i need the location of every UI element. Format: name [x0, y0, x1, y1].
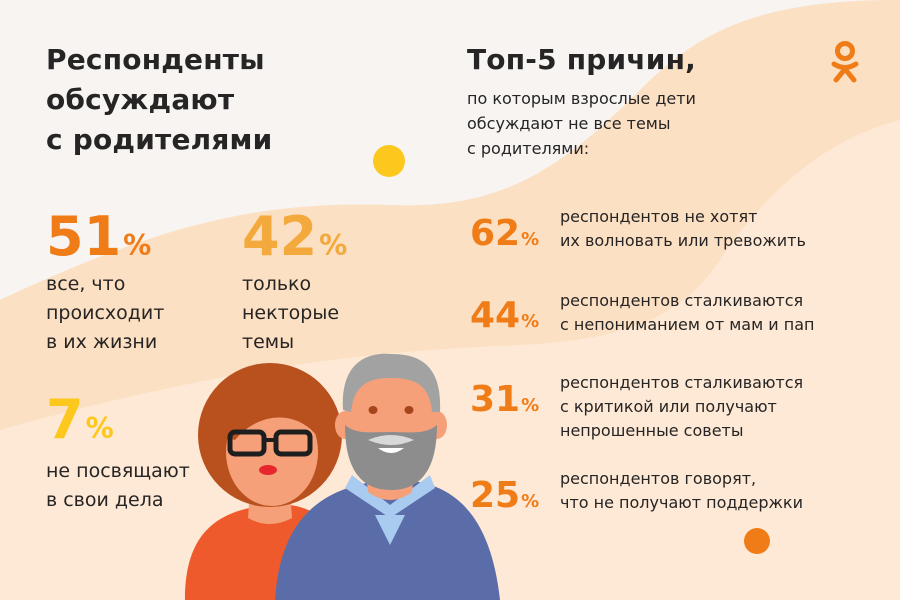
reason-44-text: респондентов сталкиваются с непониманием… — [560, 289, 814, 337]
left-title-line: обсуждают — [46, 83, 235, 116]
stat-unit: % — [123, 229, 152, 262]
stat-description: все, что происходит в их жизни — [46, 270, 164, 357]
stat-description-line: происходит — [46, 302, 165, 324]
reason-text-line: респондентов не хотят — [560, 207, 758, 226]
reason-25-text: респондентов говорят, что не получают по… — [560, 467, 803, 515]
stat-value: 51% — [46, 210, 164, 264]
reason-number: 31 — [470, 379, 521, 420]
stat-description-line: в их жизни — [46, 331, 158, 353]
reason-31-value: 31% — [470, 382, 539, 418]
left-title-line: с родителями — [46, 123, 273, 156]
reason-unit: % — [521, 229, 540, 250]
reason-31-text: респондентов сталкиваются с критикой или… — [560, 371, 803, 443]
reason-62-text: респондентов не хотят их волновать или т… — [560, 205, 806, 253]
reason-unit: % — [521, 491, 540, 512]
reason-text-line: непрошенные советы — [560, 421, 744, 440]
reason-text-line: респондентов сталкиваются — [560, 373, 804, 392]
stat-description-line: в свои дела — [46, 489, 164, 511]
reason-unit: % — [521, 311, 540, 332]
stat-description-line: только — [242, 273, 312, 295]
reason-44-value: 44% — [470, 298, 539, 334]
stat-value: 42% — [242, 210, 347, 264]
stat-number: 51 — [46, 205, 122, 268]
reason-text-line: с критикой или получают — [560, 397, 777, 416]
man-figure — [275, 353, 500, 600]
stat-42: 42% только некторые темы — [242, 210, 347, 357]
stat-unit: % — [85, 412, 114, 445]
stat-value: 7% — [46, 393, 190, 447]
stat-description-line: не посвящают — [46, 460, 190, 482]
reason-62-value: 62% — [470, 216, 539, 252]
reason-number: 44 — [470, 295, 521, 336]
orange-dot — [744, 528, 770, 554]
stat-description-line: все, что — [46, 273, 126, 295]
reason-text-line: респондентов сталкиваются — [560, 291, 804, 310]
reason-25-value: 25% — [470, 478, 539, 514]
reason-unit: % — [521, 395, 540, 416]
reason-text-line: респондентов говорят, — [560, 469, 757, 488]
left-title-line: Респонденты — [46, 43, 265, 76]
reason-text-line: их волновать или тревожить — [560, 231, 806, 250]
stat-7: 7% не посвящают в свои дела — [46, 393, 190, 515]
stat-51: 51% все, что происходит в их жизни — [46, 210, 164, 357]
reason-number: 62 — [470, 213, 521, 254]
stat-unit: % — [319, 229, 348, 262]
reason-text-line: что не получают поддержки — [560, 493, 803, 512]
stat-number: 7 — [46, 388, 84, 451]
stat-description: только некторые темы — [242, 270, 347, 357]
reason-text-line: с непониманием от мам и пап — [560, 315, 815, 334]
left-title: Респонденты обсуждают с родителями — [46, 40, 272, 160]
right-subtitle-line: по которым взрослые дети — [467, 89, 696, 108]
parents-illustration — [185, 353, 500, 600]
stat-description: не посвящают в свои дела — [46, 457, 190, 515]
stat-number: 42 — [242, 205, 318, 268]
right-subtitle-line: с родителями: — [467, 139, 590, 158]
right-subtitle-line: обсуждают не все темы — [467, 114, 671, 133]
reason-number: 25 — [470, 475, 521, 516]
yellow-dot — [373, 145, 405, 177]
stat-description-line: темы — [242, 331, 295, 353]
ok-logo-icon — [831, 41, 859, 83]
right-title: Топ-5 причин, — [467, 43, 696, 76]
stat-description-line: некторые — [242, 302, 340, 324]
right-subtitle: по которым взрослые дети обсуждают не вс… — [467, 86, 696, 161]
